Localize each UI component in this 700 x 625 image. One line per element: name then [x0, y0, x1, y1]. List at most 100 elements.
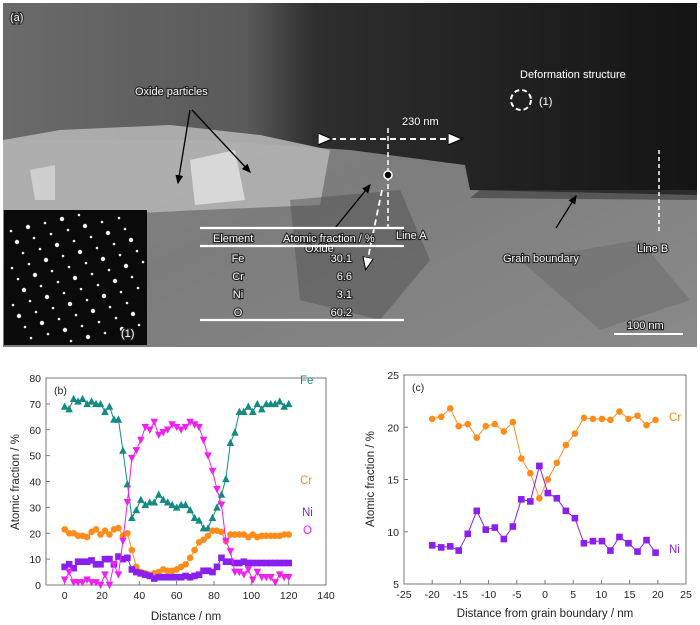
table-cell-value: 30.1 [331, 253, 352, 265]
data-point-fe [78, 394, 87, 402]
data-point-cr [518, 455, 525, 462]
data-point-o [119, 537, 127, 546]
data-point-ni [625, 539, 632, 547]
data-point-o [253, 568, 262, 577]
data-point-ni [142, 571, 149, 578]
y-tick-label: 5 [393, 579, 399, 591]
data-point-o [213, 485, 221, 494]
data-point-cr [536, 495, 543, 502]
data-point-fe [249, 407, 257, 415]
diffraction-spot [28, 299, 32, 303]
data-point-ni [218, 554, 225, 562]
data-point-cr [428, 415, 436, 423]
data-point-o [150, 418, 159, 426]
data-point-ni [527, 498, 534, 505]
x-tick-label: 20 [96, 590, 108, 602]
data-point-ni [177, 573, 185, 581]
table-cell-value: 60.2 [331, 307, 352, 319]
data-point-cr [652, 416, 659, 424]
data-point-cr [643, 421, 650, 429]
data-point-o [244, 566, 253, 574]
diffraction-area-marker [510, 89, 532, 111]
data-point-fe [172, 503, 181, 511]
data-point-cr [598, 415, 606, 423]
diffraction-spot [49, 232, 53, 236]
diffraction-spot [43, 257, 49, 263]
data-point-o [60, 576, 69, 584]
scan-direction-arrow [366, 189, 383, 268]
diffraction-spot [67, 265, 71, 269]
data-point-o [159, 429, 168, 437]
panel-b-label: (b) [54, 385, 67, 397]
data-point-o [105, 581, 114, 589]
data-point-fe [105, 402, 114, 410]
diffraction-spot [57, 317, 61, 321]
data-point-ni [227, 558, 234, 566]
data-point-fe [163, 498, 172, 506]
diffraction-spot [112, 278, 118, 284]
data-point-ni [213, 563, 221, 571]
data-point-fe [284, 399, 293, 408]
x-tick-label: 20 [652, 589, 664, 601]
data-point-o [208, 467, 217, 476]
diffraction-spot [21, 287, 27, 293]
data-point-ni [128, 566, 136, 573]
data-point-cr [544, 476, 552, 483]
oxide-arrow [334, 183, 371, 229]
diffraction-spot [43, 221, 47, 225]
y-tick-label: 15 [387, 475, 399, 487]
data-point-fe [150, 498, 159, 506]
table-cell-element: O [234, 307, 243, 319]
table-header-fraction: Atomic fraction / % [283, 233, 375, 245]
diffraction-spot [130, 275, 134, 279]
data-point-ni [168, 573, 176, 581]
diffraction-spot [123, 263, 129, 269]
y-tick-label: 10 [29, 554, 41, 566]
chart-c: (c) Distance from grain boundary / nm At… [365, 370, 692, 620]
chart-b-ylabel: Atomic fraction / % [10, 434, 22, 530]
series-label-cr: Cr [300, 475, 312, 487]
data-point-ni [482, 526, 490, 533]
data-point-ni [562, 507, 570, 515]
diffraction-spot [130, 311, 136, 317]
data-point-fe [257, 405, 266, 413]
data-point-ni [455, 547, 463, 554]
data-point-o [240, 571, 248, 579]
table-cell-value: 6.6 [337, 271, 352, 283]
data-point-cr [455, 422, 463, 430]
diffraction-spot [77, 213, 81, 217]
diffraction-spot [61, 254, 65, 258]
x-tick-label: -10 [481, 589, 496, 601]
data-point-cr [92, 526, 100, 533]
data-point-o [145, 426, 154, 434]
panel-a-label: (a) [10, 12, 23, 24]
data-point-ni [446, 543, 454, 550]
panel-c-label: (c) [412, 382, 424, 394]
data-point-fe [87, 397, 96, 405]
data-point-ni [61, 563, 68, 571]
data-point-fe [253, 399, 262, 408]
y-tick-label: 20 [387, 422, 399, 434]
data-point-ni [150, 575, 158, 582]
series-label-ni: Ni [669, 544, 680, 556]
data-point-cr [83, 533, 91, 541]
data-point-o [204, 452, 212, 460]
data-point-o [110, 561, 118, 569]
grain-boundary-arrow [555, 194, 577, 229]
data-point-ni [518, 496, 525, 503]
y-tick-label: 20 [29, 528, 41, 540]
series-label-cr: Cr [669, 412, 681, 424]
data-point-o [181, 423, 190, 432]
data-point-ni [571, 514, 579, 522]
series-label-ni: Ni [302, 507, 313, 519]
data-point-fe [168, 500, 176, 509]
data-point-ni [267, 559, 275, 567]
data-point-ni [236, 559, 243, 567]
data-point-fe [240, 407, 248, 415]
data-point-ni [137, 570, 145, 577]
data-point-ni [83, 558, 91, 566]
diffraction-spot [21, 251, 25, 255]
data-point-ni [92, 561, 100, 568]
x-tick-label: -15 [453, 589, 468, 601]
data-point-o [275, 571, 284, 579]
